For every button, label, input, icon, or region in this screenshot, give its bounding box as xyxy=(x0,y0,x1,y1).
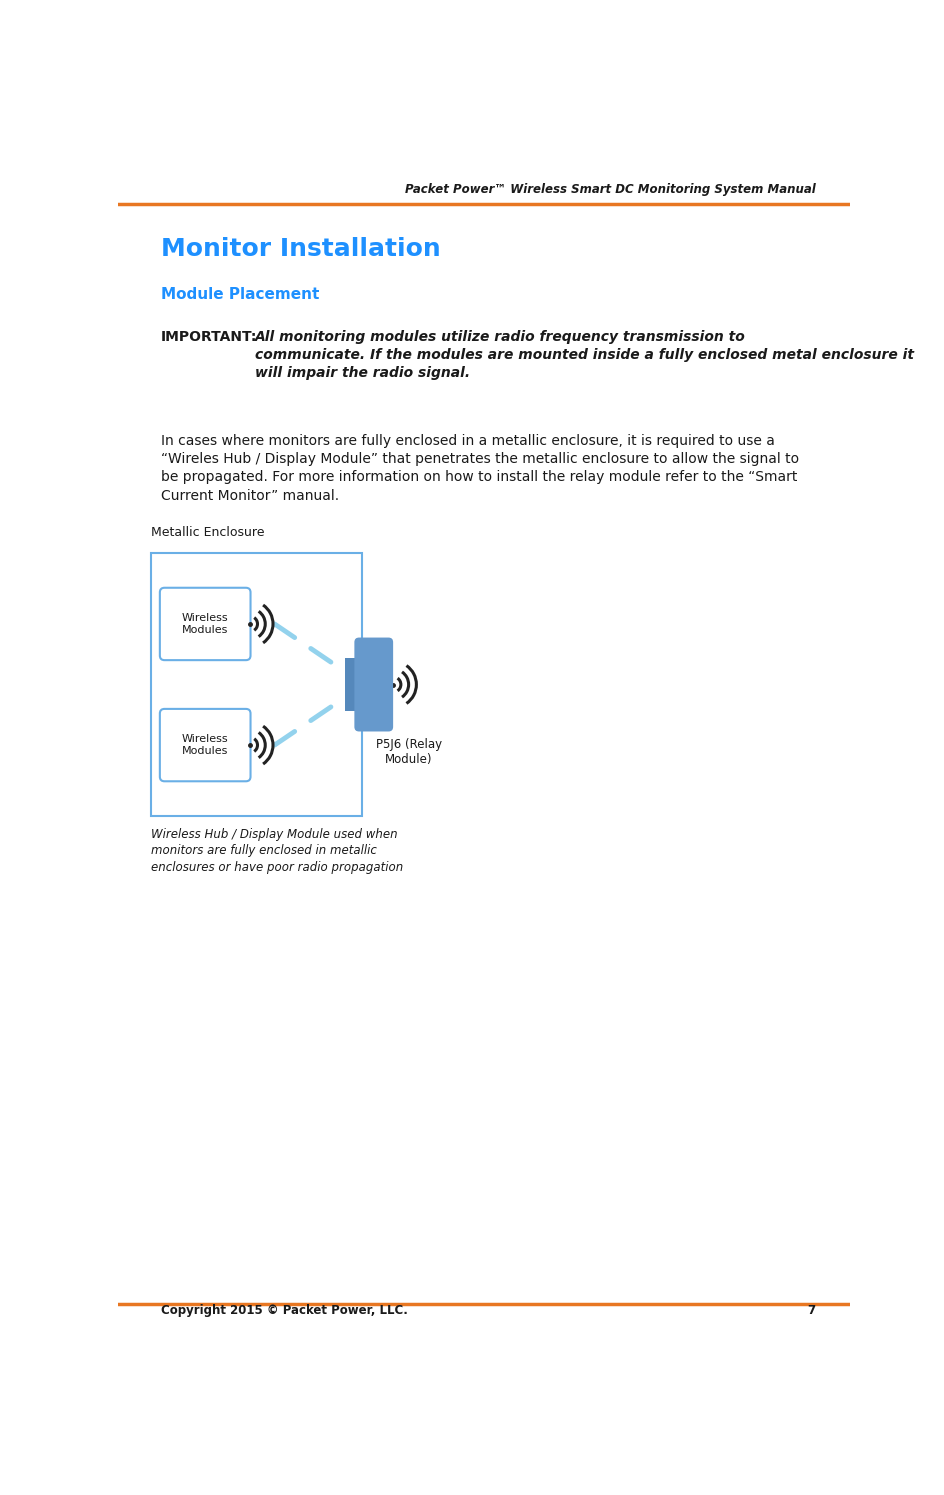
FancyBboxPatch shape xyxy=(160,709,250,782)
Text: All monitoring modules utilize radio frequency transmission to
communicate. If t: All monitoring modules utilize radio fre… xyxy=(255,329,914,380)
Bar xyxy=(346,658,359,712)
Text: Packet Power™ Wireless Smart DC Monitoring System Manual: Packet Power™ Wireless Smart DC Monitori… xyxy=(405,184,816,196)
Text: Wireless
Modules: Wireless Modules xyxy=(182,613,228,635)
Text: Metallic Enclosure: Metallic Enclosure xyxy=(150,526,264,540)
Text: In cases where monitors are fully enclosed in a metallic enclosure, it is requir: In cases where monitors are fully enclos… xyxy=(160,434,799,502)
Text: Copyright 2015 © Packet Power, LLC.: Copyright 2015 © Packet Power, LLC. xyxy=(160,1304,408,1317)
Text: Wireless Hub / Display Module used when
monitors are fully enclosed in metallic
: Wireless Hub / Display Module used when … xyxy=(150,828,403,873)
Bar xyxy=(150,553,362,816)
Text: Wireless
Modules: Wireless Modules xyxy=(182,734,228,756)
Text: Monitor Installation: Monitor Installation xyxy=(160,238,440,262)
Text: P5J6 (Relay
Module): P5J6 (Relay Module) xyxy=(376,739,442,767)
Text: 7: 7 xyxy=(807,1304,816,1317)
FancyBboxPatch shape xyxy=(160,588,250,661)
Text: Module Placement: Module Placement xyxy=(160,287,319,302)
Text: IMPORTANT:: IMPORTANT: xyxy=(160,329,257,344)
FancyBboxPatch shape xyxy=(354,637,393,731)
